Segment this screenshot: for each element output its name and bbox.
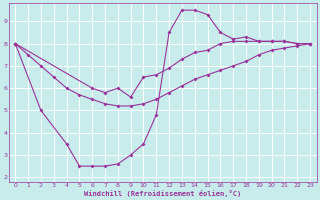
X-axis label: Windchill (Refroidissement éolien,°C): Windchill (Refroidissement éolien,°C) xyxy=(84,190,241,197)
